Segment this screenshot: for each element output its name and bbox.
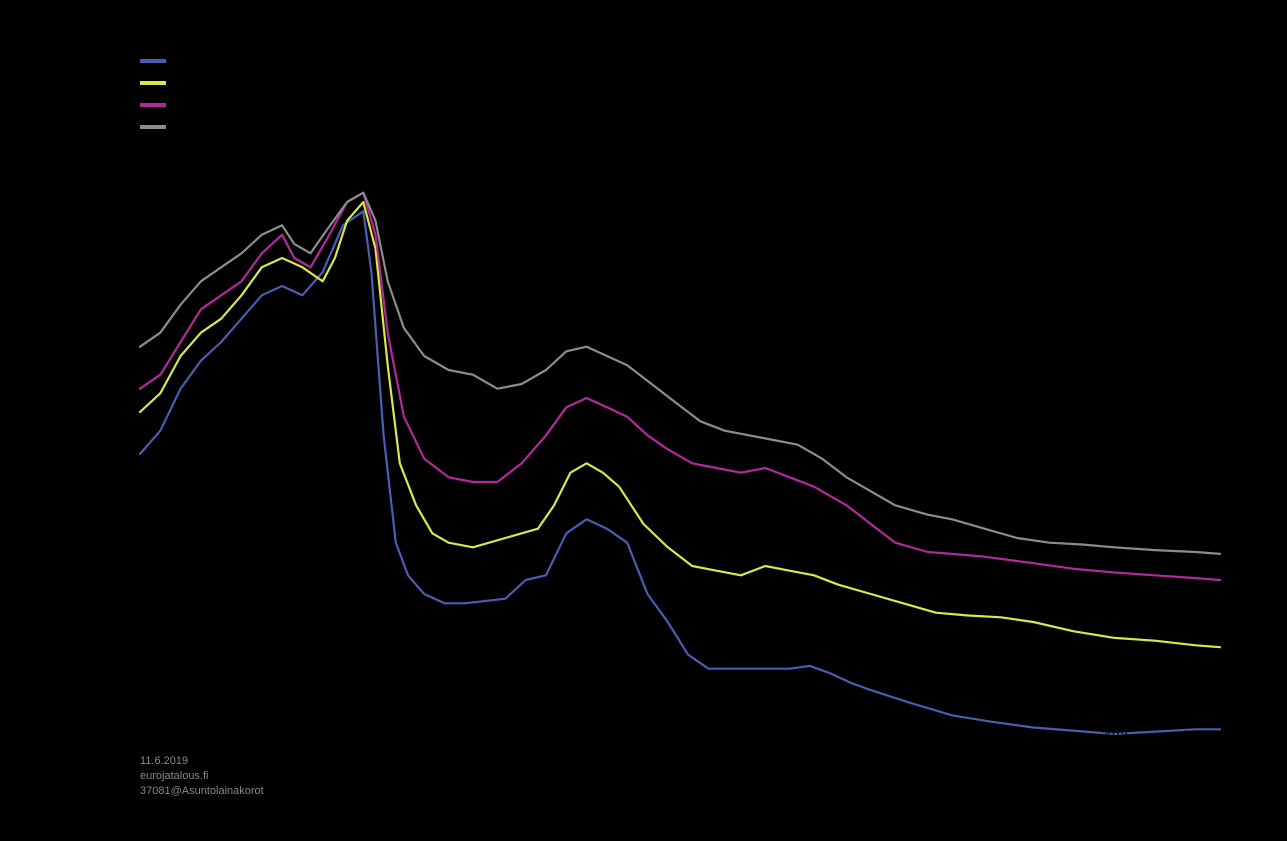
legend-item: Euroalue: asuntolainojen keskikorko <box>140 116 402 138</box>
x-tick-label: 2019 <box>1182 728 1209 742</box>
legend-label: Ruotsi: asuntolainojen keskikorko <box>178 97 386 113</box>
y-tick-label: 1 <box>125 620 132 634</box>
line-chart-svg <box>140 160 1220 720</box>
chart-container: % 12 kk euribor Suomi: asuntolainojen kes… <box>140 20 1220 800</box>
x-tick-label: 2011 <box>533 728 559 742</box>
x-tick-label: 2010 <box>451 728 478 742</box>
series-line <box>140 193 1220 554</box>
legend: 12 kk euribor Suomi: asuntolainojen keski… <box>140 50 402 138</box>
footer-ref: 37081@Asuntolainakorot <box>140 784 264 799</box>
x-tick-label: 2014 <box>776 728 803 742</box>
x-tick-label: 2012 <box>614 728 641 742</box>
legend-label: Suomi: asuntolainojen keskikorko <box>178 75 386 91</box>
chart-footer: 11.6.2019 eurojatalous.fi 37081@Asuntola… <box>140 754 264 799</box>
x-tick-label: 2017 <box>1020 728 1047 742</box>
x-tick-label: 2018 <box>1101 728 1128 742</box>
series-line <box>140 202 1220 647</box>
y-tick-label: 4 <box>125 340 132 354</box>
y-tick-label: 3 <box>125 433 132 447</box>
legend-label: Euroalue: asuntolainojen keskikorko <box>178 119 402 135</box>
plot-area: 0123456 20062007200820092010201120122013… <box>140 160 1220 720</box>
x-tick-label: 2016 <box>939 728 966 742</box>
series-line <box>140 193 1220 580</box>
x-tick-label: 2015 <box>857 728 884 742</box>
page: % 12 kk euribor Suomi: asuntolainojen kes… <box>0 0 1287 841</box>
source-label: Lähteet: EKP, Riksbanken ja Suomen Pankk… <box>140 740 382 754</box>
x-tick-label: 2013 <box>695 728 722 742</box>
y-axis-label: % <box>140 20 152 35</box>
series-line <box>140 211 1220 734</box>
legend-item: Suomi: asuntolainojen keskikorko <box>140 72 402 94</box>
legend-swatch <box>140 81 166 85</box>
legend-label: 12 kk euribor <box>178 53 259 69</box>
legend-swatch <box>140 125 166 129</box>
y-tick-label: 0 <box>125 713 132 727</box>
legend-swatch <box>140 59 166 63</box>
legend-swatch <box>140 103 166 107</box>
y-tick-label: 6 <box>125 153 132 167</box>
y-tick-label: 5 <box>125 246 132 260</box>
y-axis: 0123456 <box>100 160 140 720</box>
legend-item: 12 kk euribor <box>140 50 402 72</box>
footer-date: 11.6.2019 <box>140 754 264 769</box>
y-tick-label: 2 <box>125 526 132 540</box>
footer-site: eurojatalous.fi <box>140 769 264 784</box>
legend-item: Ruotsi: asuntolainojen keskikorko <box>140 94 402 116</box>
